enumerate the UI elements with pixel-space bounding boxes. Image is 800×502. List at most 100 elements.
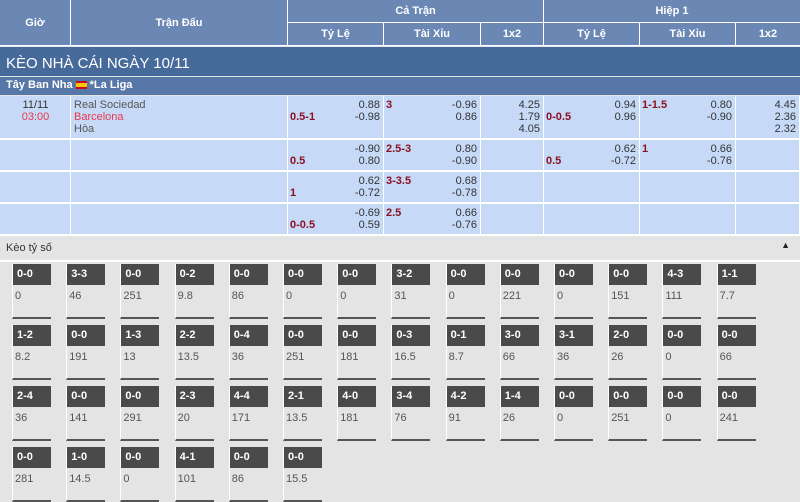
odds-cell[interactable]: 4.25 1.79 4.05 (481, 96, 544, 140)
score-card[interactable]: 3-0 66 (499, 325, 539, 380)
odds-value[interactable]: 0.62 (614, 143, 636, 155)
odds-value[interactable]: 0.80 (710, 99, 732, 111)
score-card[interactable]: 0-3 16.5 (391, 325, 431, 380)
odds-value[interactable]: -0.76 (451, 219, 477, 231)
odds-1x2[interactable]: 2.36 (774, 111, 796, 123)
odds-cell[interactable]: 0.5 0.62 -0.72 (544, 140, 640, 172)
odds-value[interactable]: -0.78 (451, 187, 477, 199)
score-card[interactable]: 4-1 101 (174, 447, 214, 502)
score-card[interactable]: 0-0 86 (228, 264, 268, 319)
score-card[interactable]: 2-0 26 (608, 325, 648, 380)
odds-value[interactable]: 0.66 (710, 143, 732, 155)
score-card[interactable]: 1-1 7.7 (716, 264, 756, 319)
score-card[interactable]: 0-0 15.5 (283, 447, 322, 502)
odds-value[interactable]: 0.80 (358, 155, 380, 167)
odds-cell[interactable]: 3 -0.96 0.86 (384, 96, 481, 140)
score-card[interactable]: 0-0 151 (608, 264, 648, 319)
score-card[interactable]: 2-1 13.5 (283, 386, 322, 441)
score-card[interactable]: 0-0 0 (554, 386, 593, 441)
score-card[interactable]: 0-0 0 (12, 264, 51, 319)
odds-value[interactable]: -0.72 (610, 155, 636, 167)
odds-cell[interactable]: 1-1.5 0.80 -0.90 (640, 96, 736, 140)
score-card[interactable]: 0-0 191 (66, 325, 106, 380)
score-card[interactable]: 2-2 13.5 (174, 325, 214, 380)
score-card[interactable]: 0-0 291 (120, 386, 160, 441)
odds-value[interactable]: 0.80 (455, 143, 477, 155)
score-card[interactable]: 3-1 36 (554, 325, 593, 380)
score-card[interactable]: 0-2 9.8 (174, 264, 214, 319)
odds-cell[interactable]: 2.5-3 0.80 -0.90 (384, 140, 481, 172)
odds-value[interactable]: 0.94 (614, 99, 636, 111)
away-team[interactable]: Barcelona (74, 111, 124, 123)
odds-cell[interactable] (736, 172, 800, 204)
collapse-arrow-icon[interactable]: ▲ (781, 240, 790, 250)
score-card[interactable]: 0-0 66 (716, 325, 756, 380)
score-card[interactable]: 4-2 91 (445, 386, 485, 441)
odds-value[interactable]: 0.86 (455, 111, 477, 123)
odds-value[interactable]: -0.90 (451, 155, 477, 167)
odds-value[interactable]: 0.59 (358, 219, 380, 231)
odds-cell[interactable]: 3-3.5 0.68 -0.78 (384, 172, 481, 204)
correct-score-header[interactable]: Kèo tỷ số (0, 236, 800, 262)
odds-value[interactable]: -0.72 (354, 187, 380, 199)
score-card[interactable]: 0-0 251 (120, 264, 160, 319)
odds-value[interactable]: -0.90 (354, 143, 380, 155)
odds-1x2[interactable]: 4.25 (518, 99, 540, 111)
odds-cell[interactable]: 2.5 0.66 -0.76 (384, 204, 481, 236)
odds-cell[interactable] (736, 204, 800, 236)
score-card[interactable]: 0-0 0 (554, 264, 593, 319)
odds-cell[interactable]: 0.5 -0.90 0.80 (288, 140, 384, 172)
league-row[interactable]: Tây Ban Nha *La Liga (0, 77, 800, 95)
score-card[interactable]: 0-0 141 (66, 386, 106, 441)
score-card[interactable]: 2-4 36 (12, 386, 51, 441)
score-card[interactable]: 0-4 36 (228, 325, 268, 380)
odds-value[interactable]: -0.96 (451, 99, 477, 111)
score-card[interactable]: 0-1 8.7 (445, 325, 485, 380)
odds-value[interactable]: -0.69 (354, 207, 380, 219)
odds-value[interactable]: 0.66 (455, 207, 477, 219)
score-card[interactable]: 1-0 14.5 (66, 447, 106, 502)
odds-cell[interactable] (544, 204, 640, 236)
score-card[interactable]: 0-0 181 (337, 325, 377, 380)
score-card[interactable]: 0-0 0 (445, 264, 485, 319)
odds-cell[interactable]: 1 0.62 -0.72 (288, 172, 384, 204)
score-card[interactable]: 4-0 181 (337, 386, 377, 441)
odds-cell[interactable]: 0.5-1 0.88 -0.98 (288, 96, 384, 140)
score-card[interactable]: 0-0 281 (12, 447, 51, 502)
odds-cell[interactable] (640, 172, 736, 204)
odds-cell[interactable]: 0-0.5 -0.69 0.59 (288, 204, 384, 236)
home-team[interactable]: Real Sociedad (74, 99, 146, 111)
score-card[interactable]: 0-0 0 (662, 386, 702, 441)
score-card[interactable]: 1-2 8.2 (12, 325, 51, 380)
score-card[interactable]: 0-0 241 (716, 386, 756, 441)
odds-1x2[interactable]: 4.05 (518, 123, 540, 135)
odds-cell[interactable] (481, 172, 544, 204)
odds-value[interactable]: 0.96 (614, 111, 636, 123)
odds-value[interactable]: 0.68 (455, 175, 477, 187)
score-card[interactable]: 0-0 0 (662, 325, 702, 380)
score-card[interactable]: 4-4 171 (228, 386, 268, 441)
odds-cell[interactable] (481, 204, 544, 236)
odds-cell[interactable] (544, 172, 640, 204)
score-card[interactable]: 1-4 26 (499, 386, 539, 441)
score-card[interactable]: 0-0 221 (499, 264, 539, 319)
score-card[interactable]: 3-4 76 (391, 386, 431, 441)
odds-value[interactable]: 0.62 (358, 175, 380, 187)
odds-cell[interactable] (640, 204, 736, 236)
score-card[interactable]: 2-3 20 (174, 386, 214, 441)
score-card[interactable]: 0-0 0 (337, 264, 377, 319)
score-card[interactable]: 0-0 0 (120, 447, 160, 502)
odds-value[interactable]: -0.98 (354, 111, 380, 123)
odds-cell[interactable]: 4.45 2.36 2.32 (736, 96, 800, 140)
odds-cell[interactable] (481, 140, 544, 172)
score-card[interactable]: 0-0 86 (228, 447, 268, 502)
score-card[interactable]: 0-0 0 (283, 264, 322, 319)
odds-1x2[interactable]: 2.32 (774, 123, 796, 135)
odds-value[interactable]: -0.76 (706, 155, 732, 167)
odds-1x2[interactable]: 1.79 (518, 111, 540, 123)
odds-1x2[interactable]: 4.45 (774, 99, 796, 111)
odds-value[interactable]: -0.90 (706, 111, 732, 123)
odds-cell[interactable]: 0-0.5 0.94 0.96 (544, 96, 640, 140)
score-card[interactable]: 0-0 251 (283, 325, 322, 380)
score-card[interactable]: 3-3 46 (66, 264, 106, 319)
